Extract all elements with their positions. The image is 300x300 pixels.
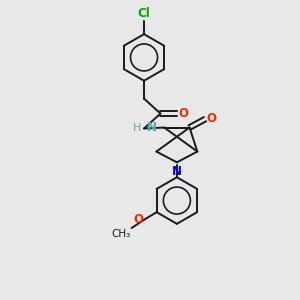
Text: H: H [133, 123, 142, 133]
Text: N: N [146, 122, 156, 134]
Text: N: N [172, 165, 182, 178]
Text: O: O [133, 213, 143, 226]
Text: O: O [178, 107, 188, 120]
Text: CH₃: CH₃ [112, 229, 131, 238]
Text: O: O [206, 112, 216, 125]
Text: Cl: Cl [138, 7, 150, 20]
